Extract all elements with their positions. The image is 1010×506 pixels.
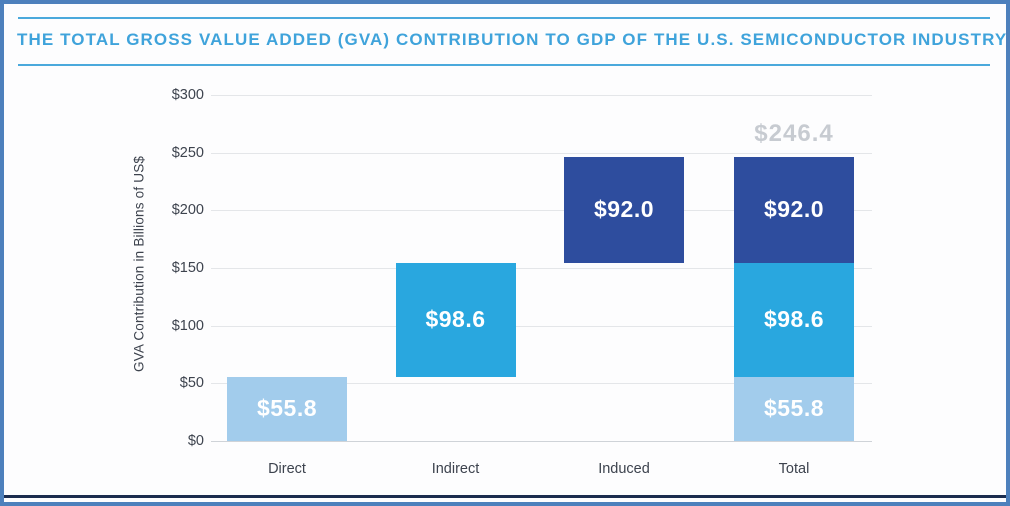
- bar-value-label: $55.8: [256, 395, 318, 422]
- bar-value-label: $98.6: [425, 306, 486, 333]
- x-category-label-induced: Induced: [598, 461, 650, 477]
- title-top-rule: [18, 17, 990, 19]
- title-bottom-rule: [18, 64, 990, 66]
- y-tick-label: $300: [171, 87, 204, 103]
- gridline: [211, 95, 872, 96]
- x-category-label-total: Total: [778, 461, 810, 477]
- bar-segment-total: $92.0: [734, 156, 854, 263]
- x-category-label-indirect: Indirect: [431, 461, 480, 477]
- chart-title: THE TOTAL GROSS VALUE ADDED (GVA) CONTRI…: [17, 30, 1008, 49]
- frame-bottom-accent-line: [4, 495, 1006, 498]
- total-value-annotation: $246.4: [754, 119, 834, 147]
- bar-segment-total: $98.6: [734, 262, 854, 377]
- bar-segment-induced: $92.0: [564, 156, 684, 263]
- bar-value-label: $92.0: [763, 196, 825, 223]
- gridline: [211, 441, 872, 442]
- x-category-label-direct: Direct: [268, 461, 306, 477]
- y-tick-label: $250: [171, 144, 204, 161]
- gridline: [211, 268, 872, 269]
- gridline: [211, 383, 872, 385]
- gridline: [211, 210, 872, 212]
- plot-area: $55.8 $98.6 $92.0 $55.8 $98.6 $92.0 $246.4: [211, 95, 872, 442]
- bar-value-label: $98.6: [763, 306, 825, 333]
- gridline: [211, 325, 872, 327]
- gridline: [211, 152, 872, 154]
- y-tick-label: $200: [171, 202, 204, 219]
- bar-value-label: $92.0: [593, 196, 655, 223]
- y-tick-label: $0: [187, 433, 204, 449]
- y-tick-label: $100: [171, 317, 204, 334]
- y-tick-label: $50: [179, 375, 204, 392]
- bar-value-label: $55.8: [763, 395, 825, 422]
- bar-segment-indirect: $98.6: [395, 262, 516, 377]
- bar-segment-total: $55.8: [734, 376, 854, 441]
- y-tick-label: $150: [171, 260, 204, 276]
- bar-segment-direct: $55.8: [227, 376, 347, 441]
